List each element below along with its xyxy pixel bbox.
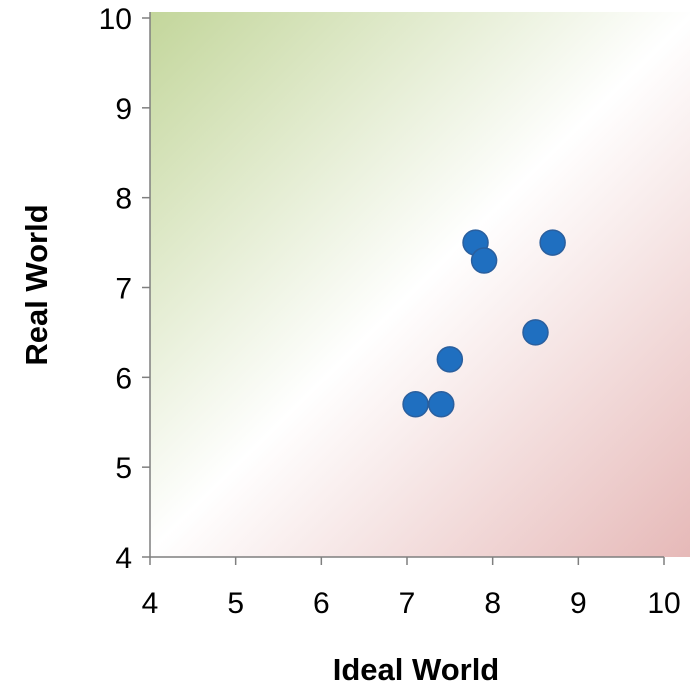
plot-area-background bbox=[150, 12, 690, 557]
y-tick-label: 5 bbox=[115, 452, 132, 485]
data-point bbox=[539, 229, 566, 256]
y-tick-label: 7 bbox=[115, 273, 132, 306]
y-tick-label: 10 bbox=[99, 3, 132, 36]
x-axis-title: Ideal World bbox=[333, 652, 500, 687]
y-tick-label: 4 bbox=[115, 542, 132, 575]
data-point bbox=[402, 391, 429, 418]
data-point bbox=[436, 346, 464, 373]
axes bbox=[142, 12, 665, 565]
x-tick-label: 6 bbox=[313, 587, 330, 620]
data-point bbox=[470, 247, 498, 274]
x-tick-label: 10 bbox=[647, 587, 680, 620]
data-points bbox=[402, 229, 566, 418]
x-tick-label: 4 bbox=[142, 587, 159, 620]
x-tick-label: 8 bbox=[484, 587, 501, 620]
x-tick-label: 5 bbox=[227, 587, 244, 620]
y-tick-label: 8 bbox=[115, 183, 132, 216]
data-point bbox=[428, 391, 455, 418]
data-point bbox=[522, 319, 549, 346]
y-axis-title: Real World bbox=[19, 204, 54, 365]
x-tick-label: 9 bbox=[570, 587, 587, 620]
x-tick-label: 7 bbox=[399, 587, 416, 620]
y-tick-label: 9 bbox=[115, 93, 132, 126]
y-tick-label: 6 bbox=[115, 362, 132, 395]
tick-labels: 4 5 6 7 8 9 10 4 5 6 7 8 9 10 bbox=[99, 3, 681, 620]
